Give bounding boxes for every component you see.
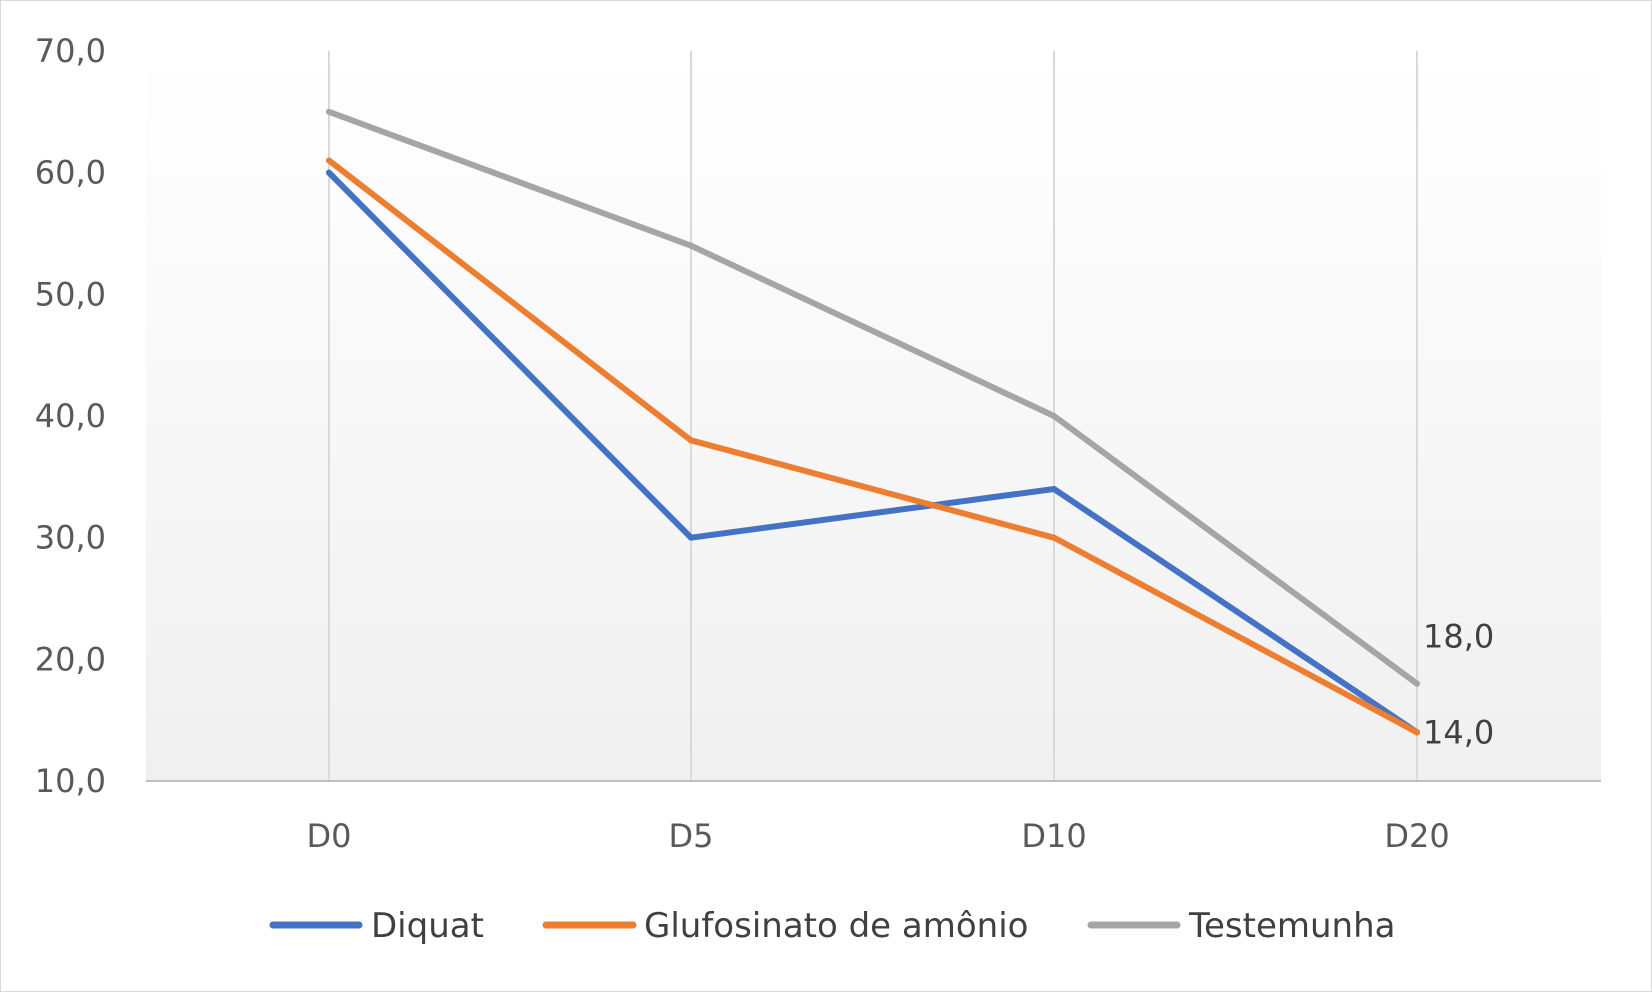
y-tick-label: 30,0 bbox=[35, 519, 106, 557]
legend-item: Glufosinato de amônio bbox=[542, 906, 1028, 946]
y-tick-label: 40,0 bbox=[35, 397, 106, 435]
y-axis-tick-labels: 10,0 20,0 30,0 40,0 50,0 60,0 70,0 bbox=[35, 32, 106, 800]
y-tick-label: 20,0 bbox=[35, 640, 106, 678]
x-tick-label: D5 bbox=[669, 817, 714, 855]
x-tick-label: D20 bbox=[1384, 817, 1449, 855]
x-axis-tick-labels: D0 D5 D10 D20 bbox=[307, 817, 1450, 855]
data-point bbox=[326, 157, 332, 164]
data-point bbox=[1414, 729, 1420, 736]
y-tick-label: 50,0 bbox=[35, 275, 106, 313]
x-tick-label: D10 bbox=[1021, 817, 1086, 855]
data-point bbox=[688, 437, 694, 444]
series-line-3 bbox=[326, 108, 1420, 687]
series-line-1 bbox=[326, 169, 1420, 736]
data-label: 14,0 bbox=[1423, 713, 1494, 751]
legend-label: Glufosinato de amônio bbox=[644, 906, 1028, 946]
legend-item: Diquat bbox=[269, 906, 484, 946]
y-tick-label: 70,0 bbox=[35, 32, 106, 70]
data-label: 18,0 bbox=[1423, 618, 1494, 656]
y-tick-label: 60,0 bbox=[35, 154, 106, 192]
data-labels: 18,0 14,0 bbox=[1423, 618, 1494, 752]
data-point bbox=[688, 534, 694, 541]
y-tick-label: 10,0 bbox=[35, 762, 106, 800]
x-tick-label: D0 bbox=[307, 817, 352, 855]
legend: Diquat Glufosinato de amônio Testemunha bbox=[269, 906, 1395, 946]
data-point bbox=[1414, 680, 1420, 687]
series-line-2 bbox=[326, 157, 1420, 736]
data-point bbox=[326, 108, 332, 115]
plot-area bbox=[146, 51, 1601, 781]
data-point bbox=[1051, 534, 1057, 541]
legend-label: Testemunha bbox=[1188, 906, 1395, 946]
data-point bbox=[326, 169, 332, 176]
data-point bbox=[1051, 413, 1057, 419]
legend-item: Testemunha bbox=[1087, 906, 1395, 946]
legend-label: Diquat bbox=[371, 906, 484, 946]
series-lines bbox=[326, 108, 1420, 736]
data-point bbox=[688, 242, 694, 249]
data-point bbox=[1051, 486, 1057, 492]
